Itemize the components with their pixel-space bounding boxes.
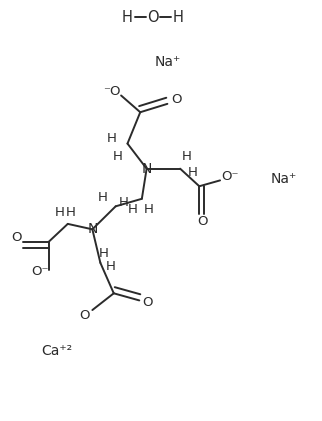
Text: O: O: [171, 93, 182, 106]
Text: H: H: [119, 197, 128, 210]
Text: O: O: [79, 309, 90, 322]
Text: H: H: [55, 206, 65, 218]
Text: H: H: [98, 192, 108, 205]
Text: H: H: [144, 203, 154, 216]
Text: O⁻: O⁻: [31, 266, 48, 278]
Text: Na⁺: Na⁺: [154, 55, 181, 69]
Text: O⁻: O⁻: [221, 170, 238, 183]
Text: ⁻O: ⁻O: [103, 85, 121, 98]
Text: Ca⁺²: Ca⁺²: [42, 344, 73, 357]
Text: H: H: [127, 203, 137, 216]
Text: O: O: [142, 296, 153, 309]
Text: O: O: [197, 215, 208, 228]
Text: O: O: [11, 231, 21, 244]
Text: H: H: [99, 247, 109, 260]
Text: H: H: [106, 260, 116, 273]
Text: H: H: [107, 132, 117, 145]
Text: Na⁺: Na⁺: [271, 172, 297, 186]
Text: N: N: [141, 162, 152, 176]
Text: H: H: [113, 149, 123, 163]
Text: H: H: [182, 150, 192, 163]
Text: H: H: [66, 206, 76, 218]
Text: H: H: [173, 10, 184, 25]
Text: O: O: [147, 10, 159, 25]
Text: N: N: [87, 222, 98, 236]
Text: H: H: [122, 10, 133, 25]
Text: H: H: [188, 165, 198, 179]
